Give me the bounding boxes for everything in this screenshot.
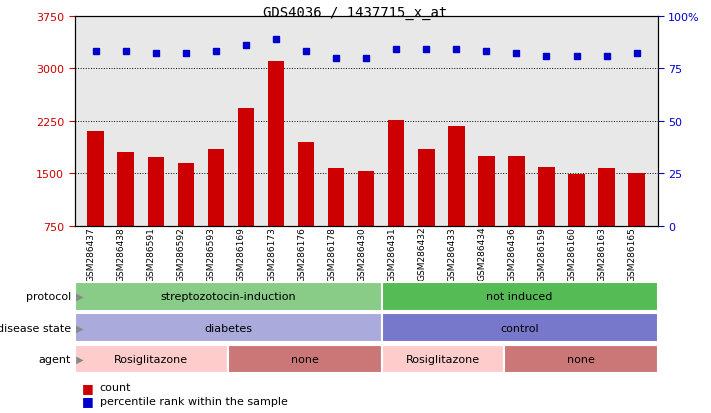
Text: GSM286434: GSM286434	[477, 226, 486, 281]
Bar	[178, 164, 194, 226]
Text: GSM286433: GSM286433	[447, 226, 456, 281]
Text: GSM286159: GSM286159	[538, 226, 547, 281]
Bar	[148, 158, 164, 226]
Bar	[448, 127, 464, 226]
Text: GSM286436: GSM286436	[508, 226, 516, 281]
Bar	[228, 345, 382, 374]
Text: none: none	[567, 354, 595, 364]
Text: agent: agent	[38, 354, 71, 364]
Bar	[382, 282, 658, 311]
Bar	[599, 169, 615, 226]
Text: GSM286176: GSM286176	[297, 226, 306, 281]
Text: percentile rank within the sample: percentile rank within the sample	[100, 396, 287, 406]
Text: GSM286593: GSM286593	[207, 226, 216, 281]
Text: GSM286165: GSM286165	[628, 226, 636, 281]
Text: control: control	[501, 323, 539, 333]
Bar	[75, 345, 228, 374]
Bar	[478, 157, 495, 226]
Text: GSM286169: GSM286169	[237, 226, 246, 281]
Text: disease state: disease state	[0, 323, 71, 333]
Bar	[117, 153, 134, 226]
Text: GSM286431: GSM286431	[387, 226, 396, 281]
Bar	[298, 142, 314, 226]
Bar	[328, 168, 344, 226]
Bar	[87, 132, 104, 226]
Bar	[208, 150, 224, 226]
Bar	[382, 345, 504, 374]
Text: protocol: protocol	[26, 292, 71, 301]
Bar	[75, 313, 382, 342]
Text: GSM286163: GSM286163	[597, 226, 606, 281]
Text: GSM286432: GSM286432	[417, 226, 427, 281]
Text: GSM286160: GSM286160	[567, 226, 577, 281]
Bar	[568, 175, 585, 226]
Text: GDS4036 / 1437715_x_at: GDS4036 / 1437715_x_at	[263, 6, 448, 20]
Text: count: count	[100, 382, 131, 392]
Text: GSM286173: GSM286173	[267, 226, 276, 281]
Text: ■: ■	[82, 381, 94, 394]
Text: none: none	[291, 354, 319, 364]
Bar	[508, 157, 525, 226]
Bar	[418, 150, 434, 226]
Text: ▶: ▶	[73, 323, 83, 333]
Bar	[268, 62, 284, 226]
Bar	[538, 168, 555, 226]
Text: not induced: not induced	[486, 292, 552, 301]
Bar	[388, 121, 405, 226]
Text: ▶: ▶	[73, 292, 83, 301]
Text: diabetes: diabetes	[204, 323, 252, 333]
Text: ■: ■	[82, 394, 94, 407]
Bar	[504, 345, 658, 374]
Bar	[237, 109, 255, 226]
Bar	[358, 172, 375, 226]
Text: GSM286591: GSM286591	[146, 226, 156, 281]
Text: GSM286430: GSM286430	[357, 226, 366, 281]
Text: GSM286592: GSM286592	[177, 226, 186, 281]
Text: GSM286438: GSM286438	[117, 226, 126, 281]
Bar	[75, 282, 382, 311]
Text: ▶: ▶	[73, 354, 83, 364]
Text: GSM286437: GSM286437	[87, 226, 96, 281]
Text: streptozotocin-induction: streptozotocin-induction	[160, 292, 296, 301]
Text: Rosiglitazone: Rosiglitazone	[406, 354, 480, 364]
Text: GSM286178: GSM286178	[327, 226, 336, 281]
Bar	[629, 173, 645, 226]
Bar	[382, 313, 658, 342]
Text: Rosiglitazone: Rosiglitazone	[114, 354, 188, 364]
